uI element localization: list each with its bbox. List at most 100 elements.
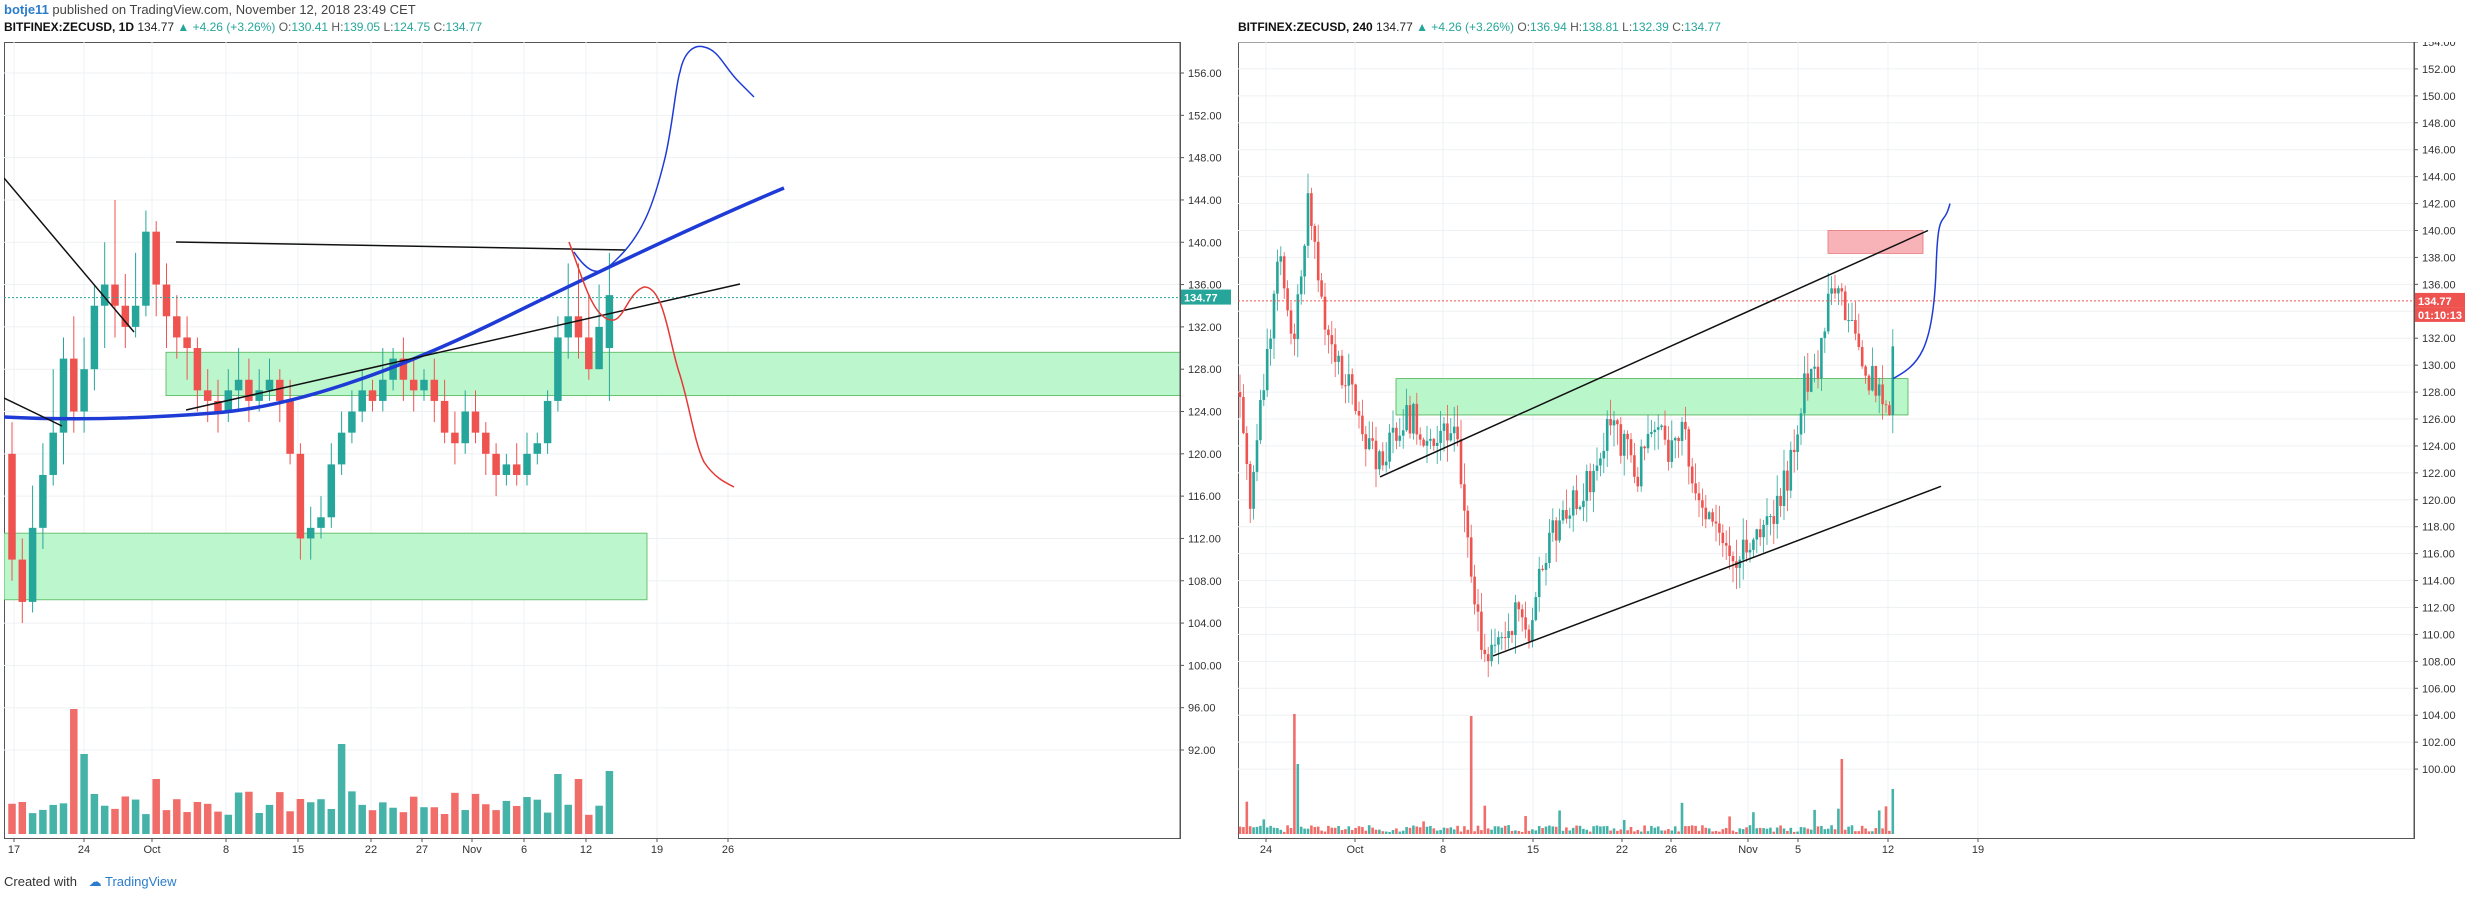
candle-body — [1867, 375, 1871, 391]
right-change: ▲ +4.26 (+3.26%) — [1416, 20, 1515, 34]
volume-bar — [131, 799, 140, 834]
candle-body — [1395, 427, 1398, 441]
left-symbol[interactable]: BITFINEX:ZECUSD, 1D — [4, 20, 135, 34]
volume-bar — [1680, 802, 1684, 834]
candle-body — [1707, 512, 1711, 520]
volume-bar — [1357, 826, 1361, 834]
volume-bar — [1850, 825, 1854, 834]
candle-body — [1252, 471, 1255, 509]
price-tick-label: 100.00 — [1188, 660, 1222, 672]
candle-body — [1401, 430, 1405, 436]
volume-bar — [1384, 831, 1388, 834]
candle-body — [1714, 521, 1718, 524]
volume-bar — [1459, 831, 1463, 834]
volume-bar — [1293, 714, 1296, 834]
volume-bar — [348, 791, 356, 834]
right-time-axis[interactable]: 24 Oct 8 15 22 26 Nov 5 12 19 — [1260, 838, 1984, 856]
candle-body — [1616, 420, 1619, 425]
volume-bar — [1884, 806, 1888, 834]
left-price-axis[interactable]: 156.00 152.00 148.00 144.00 140.00 136.00 132.… — [1179, 42, 1231, 838]
candle-body — [317, 517, 325, 528]
volume-bar — [1667, 829, 1670, 834]
candle-body — [1779, 495, 1782, 507]
candle-body — [1888, 405, 1891, 416]
volume-bar — [49, 804, 57, 834]
tradingview-link[interactable]: TradingView — [105, 874, 177, 889]
price-tick-label: 116.00 — [2422, 549, 2455, 561]
right-symbol[interactable]: BITFINEX:ZECUSD, 240 — [1238, 20, 1373, 34]
candle-body — [1881, 384, 1884, 405]
candle-body — [1486, 654, 1490, 662]
candle-body — [1452, 426, 1456, 434]
volume-bar — [1714, 830, 1718, 834]
volume-bar — [1517, 831, 1521, 834]
volume-bar — [1599, 826, 1602, 834]
candle-body — [1633, 455, 1636, 477]
time-tick-label: 5 — [1795, 844, 1801, 856]
candle-body — [1782, 470, 1786, 507]
candle-body — [1772, 516, 1776, 524]
candle-body — [1429, 438, 1432, 441]
volume-bar — [1673, 826, 1677, 834]
candle-body — [1493, 644, 1497, 646]
candle-body — [1860, 347, 1864, 367]
candle-body — [1748, 549, 1752, 553]
volume-bar — [1449, 827, 1453, 834]
volume-bar — [90, 794, 99, 834]
price-tick-label: 148.00 — [2422, 118, 2456, 130]
candle-body — [1663, 425, 1667, 440]
candle-body — [1833, 288, 1837, 294]
left-time-axis[interactable]: 17 24 Oct 8 15 22 27 Nov 6 12 19 26 — [8, 838, 734, 856]
candle-body — [1813, 366, 1816, 369]
volume-bar — [1337, 825, 1340, 834]
volume-bar — [1415, 826, 1419, 834]
candle-body — [1333, 344, 1337, 362]
right-chart[interactable]: 154.00 152.00 150.00 148.00 146.00 144.00 142.… — [1238, 42, 2467, 860]
volume-bar — [1701, 825, 1704, 834]
downtrend-line — [4, 177, 135, 333]
volume-bar — [1446, 828, 1449, 834]
volume-bar — [1497, 826, 1500, 834]
volume-bar — [1381, 831, 1385, 834]
candle-body — [1561, 510, 1565, 521]
candle-body — [1269, 338, 1272, 349]
volume-bar — [1629, 826, 1633, 834]
volume-bar — [523, 797, 531, 834]
price-tick-label: 112.00 — [1188, 533, 1221, 545]
volume-bar — [1507, 825, 1510, 834]
candle-body — [1340, 355, 1344, 386]
candle-body — [1602, 450, 1606, 459]
candle-body — [1599, 458, 1602, 466]
candle-body — [1320, 280, 1323, 297]
candle-body — [1592, 470, 1595, 493]
right-price-axis[interactable]: 154.00 152.00 150.00 148.00 146.00 144.00 142.… — [2413, 42, 2465, 838]
candle-body — [1752, 539, 1755, 550]
candle-body — [1650, 432, 1653, 434]
left-chart[interactable]: 156.00 152.00 148.00 144.00 140.00 136.00 132.… — [4, 42, 1234, 860]
left-zones — [4, 351, 1181, 601]
volume-bar — [1653, 827, 1657, 834]
volume-bar — [389, 807, 397, 834]
candle-body — [1755, 529, 1759, 540]
volume-bar — [1704, 827, 1708, 834]
volume-bar — [1391, 830, 1395, 834]
candle-body — [306, 527, 315, 539]
time-tick-label: 6 — [521, 844, 527, 856]
volume-bar — [70, 709, 78, 834]
price-tick-label: 124.00 — [1188, 407, 1222, 419]
volume-bar — [1286, 825, 1289, 834]
candle-body — [379, 379, 387, 401]
volume-bar — [1656, 826, 1660, 834]
volume-bar — [1874, 828, 1878, 834]
volume-bar — [1544, 826, 1548, 834]
candle-body — [409, 379, 418, 391]
author-link[interactable]: botje11 — [4, 2, 49, 17]
candle-body — [1619, 424, 1623, 456]
volume-bar — [1282, 831, 1286, 834]
candle-body — [1456, 426, 1459, 440]
volume-bar — [1881, 828, 1884, 834]
candle-body — [1690, 466, 1694, 484]
volume-bar — [1779, 825, 1782, 834]
volume-bar — [1633, 831, 1636, 834]
volume-bar — [1439, 829, 1442, 834]
